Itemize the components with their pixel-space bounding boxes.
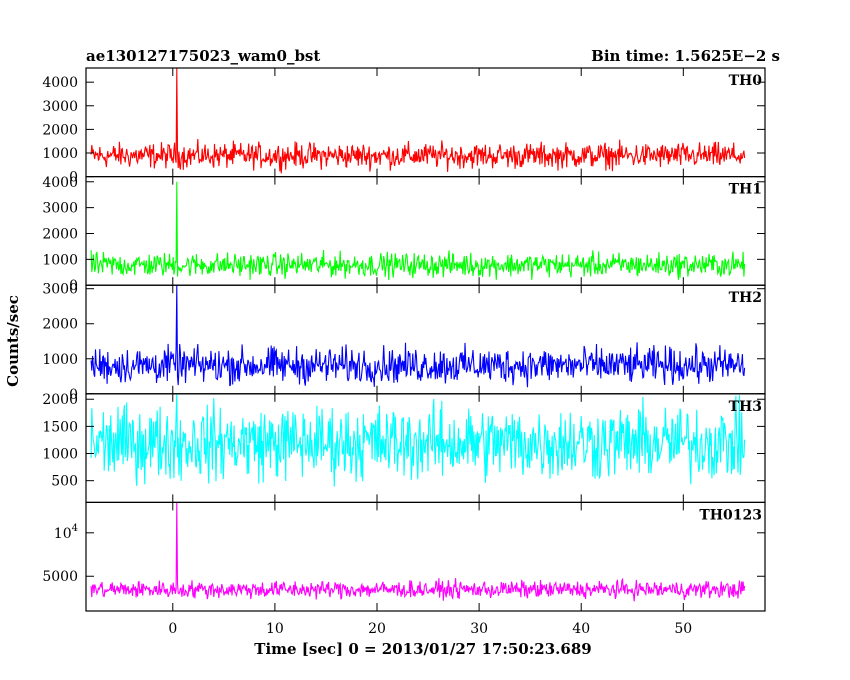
y-tick-label: 1000 (42, 252, 78, 268)
y-tick-label: 3000 (42, 282, 78, 298)
panel-th2: 0 1000 2000 3000 TH2 (42, 282, 766, 403)
chart-title-left: ae130127175023_wam0_bst (86, 47, 320, 65)
y-tick-label: 2000 (42, 122, 78, 138)
y-tick-label: 0 (69, 170, 78, 186)
x-tick-label: 50 (674, 621, 692, 637)
y-tick-label: 3000 (42, 99, 78, 115)
x-tick-label: 30 (470, 621, 488, 637)
series-line-th1 (90, 181, 746, 281)
x-tick-label: 40 (572, 621, 590, 637)
x-tick-label: 0 (168, 621, 177, 637)
y-tick-label: 500 (51, 474, 78, 490)
panel-label-th0: TH0 (729, 73, 763, 89)
series-line-th0123 (90, 502, 746, 602)
panel-frame (85, 284, 766, 395)
series-line-th3 (90, 393, 746, 487)
panel-label-th1: TH1 (729, 182, 762, 198)
panel-th1: 0 1000 2000 3000 4000 TH1 (42, 175, 766, 294)
y-tick-label: 3000 (42, 201, 78, 217)
y-tick-label: 5000 (42, 569, 78, 585)
panel-label-th3: TH3 (729, 399, 762, 415)
y-tick-label: 2000 (42, 226, 78, 242)
series-line-th2 (90, 285, 746, 388)
chart-title-right: Bin time: 1.5625E−2 s (591, 47, 780, 65)
y-axis-label: Counts/sec (4, 295, 22, 387)
y-tick-label: 0 (69, 278, 78, 294)
y-tick-label: 4000 (42, 75, 78, 91)
y-tick-label: 1500 (42, 419, 78, 435)
y-tick-label: 2000 (42, 392, 78, 408)
panel-label-th2: TH2 (729, 290, 762, 306)
panel-th0: 0 1000 2000 3000 4000 TH0 (42, 67, 766, 186)
y-tick-label: 1000 (42, 447, 78, 463)
x-tick-label: 20 (368, 621, 386, 637)
y-tick-label: 0 (69, 387, 78, 403)
y-tick-label: 4000 (42, 175, 78, 191)
panel-th3: 500 1000 1500 2000 TH3 (42, 392, 766, 503)
panel-th0123: 5000 104 TH0123 (42, 501, 766, 612)
y-tick-label: 2000 (42, 317, 78, 333)
panel-label-th0123: TH0123 (699, 507, 762, 523)
x-axis-label: Time [sec] 0 = 2013/01/27 17:50:23.689 (254, 640, 591, 658)
y-tick-label: 104 (54, 523, 78, 542)
x-tick-label: 10 (266, 621, 284, 637)
y-tick-label: 1000 (42, 146, 78, 162)
series-line-th0 (90, 67, 746, 174)
panel-frame (85, 501, 766, 612)
y-tick-label: 1000 (42, 352, 78, 368)
